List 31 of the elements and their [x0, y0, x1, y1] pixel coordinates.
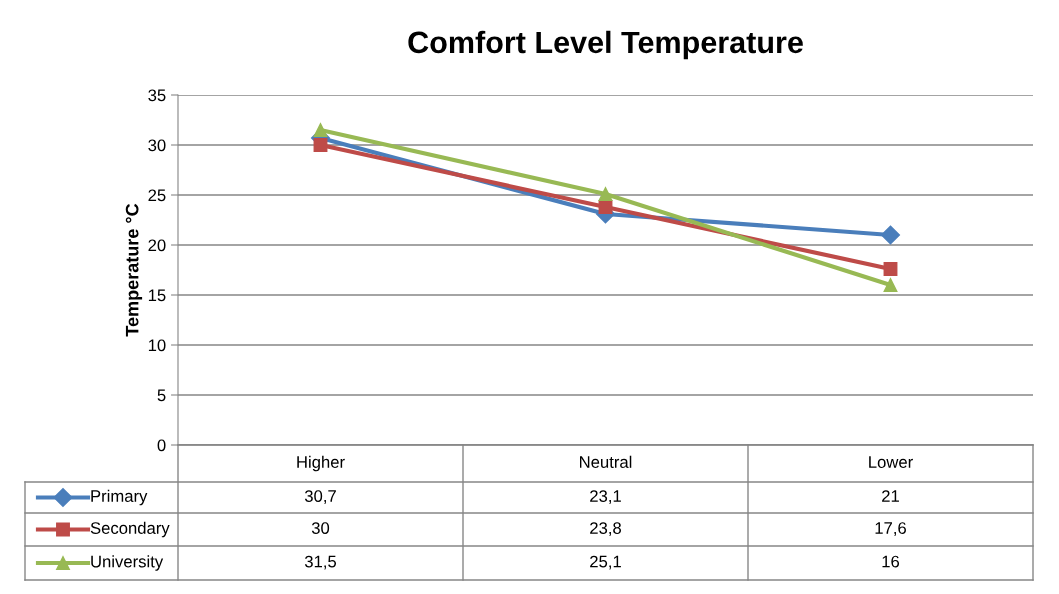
- point: [883, 278, 898, 292]
- y-tick-label: 10: [148, 339, 166, 352]
- x-tick-label: Higher: [297, 455, 345, 472]
- y-tick-label: 20: [148, 239, 166, 252]
- y-tick-label: 35: [148, 89, 166, 102]
- data-label: 30,7: [304, 490, 336, 504]
- point: [880, 225, 901, 245]
- y-axis-title: Temperature °C: [125, 203, 143, 337]
- legend-label: Secondary: [90, 521, 170, 538]
- point: [598, 187, 613, 201]
- data-label: 21: [882, 490, 899, 502]
- data-label: 30: [311, 522, 330, 534]
- y-tick-label: 0: [157, 439, 166, 452]
- data-label: 16: [882, 555, 900, 568]
- point: [313, 123, 328, 137]
- y-tick-label: 25: [148, 189, 166, 202]
- data-label: 23,8: [590, 522, 621, 536]
- data-label: 23,1: [590, 490, 621, 504]
- y-tick-label: 30: [148, 139, 166, 152]
- data-label: 31,5: [304, 555, 337, 570]
- y-tick-label: 5: [157, 389, 166, 402]
- point: [313, 138, 328, 152]
- legend-label: Primary: [91, 489, 148, 506]
- y-tick-label: 15: [148, 289, 166, 302]
- legend-label: University: [91, 555, 164, 571]
- x-tick-label: Lower: [869, 456, 913, 468]
- data-label: 25,1: [590, 555, 621, 570]
- point: [883, 262, 898, 276]
- chart-title: Comfort Level Temperature: [408, 30, 803, 60]
- x-tick-label: Neutral: [580, 455, 632, 468]
- data-label: 17,6: [875, 522, 906, 536]
